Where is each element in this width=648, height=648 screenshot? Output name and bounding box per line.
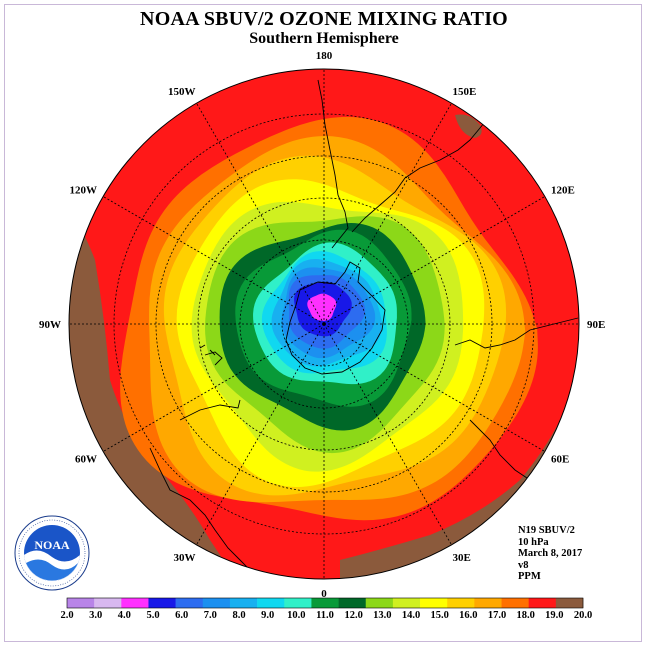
- colorbar-label-4-0: 4.0: [118, 610, 131, 621]
- longitude-label-90e: 90E: [587, 319, 605, 331]
- colorbar-label-19-0: 19.0: [545, 610, 563, 621]
- colorbar-swatch-9: [284, 598, 312, 608]
- colorbar-swatch-10: [311, 598, 339, 608]
- colorbar-outline: [66, 597, 584, 609]
- colorbar-label-13-0: 13.0: [373, 610, 391, 621]
- colorbar-swatch-19: [555, 598, 584, 608]
- longitude-label-120w: 120W: [70, 185, 98, 197]
- coastline-africa: [454, 317, 579, 481]
- map-disc-outline: [68, 68, 580, 580]
- figure-frame: [4, 4, 642, 642]
- meridian-line-150e: [323, 102, 452, 325]
- colorbar-swatch-14: [420, 598, 448, 608]
- meridian-line-30w: [196, 323, 325, 546]
- colorbar-label-14-0: 14.0: [402, 610, 420, 621]
- longitude-label-0: 0: [321, 588, 327, 600]
- pressure-label: 10 hPa: [518, 536, 549, 548]
- meridian-line-60e: [323, 323, 546, 452]
- longitude-label-120e: 120E: [551, 185, 575, 197]
- colorbar-swatch-7: [229, 598, 258, 608]
- longitude-label-60e: 60E: [551, 454, 569, 466]
- meridian-line-120e: [323, 196, 546, 325]
- contour-band-4: [307, 293, 337, 321]
- longitude-label-90w: 90W: [39, 319, 61, 331]
- coastline-south-america: [317, 79, 489, 249]
- colorbar-label-7-0: 7.0: [204, 610, 217, 621]
- colorbar-label-18-0: 18.0: [517, 610, 535, 621]
- meridian-line-150w: [196, 102, 325, 325]
- colorbar-label-5-0: 5.0: [146, 610, 159, 621]
- longitude-label-180: 180: [316, 50, 333, 62]
- info-block: N19 SBUV/2 10 hPa March 8, 2017 v8 PPM: [518, 525, 582, 583]
- map-title: NOAA SBUV/2 OZONE MIXING RATIO: [140, 8, 508, 30]
- noaa-logo-text: NOAA: [34, 538, 70, 552]
- meridian-line-60w: [102, 323, 325, 452]
- colorbar-label-20-0: 20.0: [574, 610, 592, 621]
- colorbar-swatch-8: [257, 598, 285, 608]
- colorbar-label-12-0: 12.0: [345, 610, 363, 621]
- noaa-logo: NOAA: [14, 515, 90, 591]
- colorbar-swatch-6: [202, 598, 231, 608]
- colorbar-label-15-0: 15.0: [431, 610, 449, 621]
- coastline-new-zealand: [199, 344, 223, 366]
- colorbar-label-16-0: 16.0: [459, 610, 477, 621]
- edge-region-east-island: [455, 114, 482, 138]
- colorbar-swatch-12: [365, 598, 394, 608]
- coastline-antarctica: [285, 261, 386, 375]
- colorbar-label-10-0: 10.0: [287, 610, 305, 621]
- date-label: March 8, 2017: [518, 548, 583, 559]
- colorbar-swatch-5: [175, 598, 204, 608]
- colorbar-label-9-0: 9.0: [261, 610, 274, 621]
- colorbar-label-2-0: 2.0: [60, 610, 73, 621]
- meridian-line-30e: [323, 323, 452, 546]
- colorbar-swatch-11: [338, 598, 367, 608]
- colorbar-label-11-0: 11.0: [316, 610, 334, 621]
- colorbar-swatch-4: [148, 598, 176, 608]
- colorbar-label-3-0: 3.0: [89, 610, 102, 621]
- colorbar-swatch-15: [447, 598, 475, 608]
- satellite-label: N19 SBUV/2: [518, 525, 575, 536]
- version-label: v8: [518, 559, 529, 571]
- colorbar-swatch-13: [392, 598, 421, 608]
- map-subtitle: Southern Hemisphere: [249, 30, 399, 47]
- longitude-label-30e: 30E: [453, 552, 471, 564]
- longitude-label-30w: 30W: [174, 552, 196, 564]
- colorbar-swatch-18: [528, 598, 557, 608]
- colorbar-swatch-3: [121, 598, 149, 608]
- colorbar-label-8-0: 8.0: [232, 610, 245, 621]
- longitude-label-150e: 150E: [453, 86, 477, 98]
- colorbar-swatch-1: [67, 598, 95, 608]
- meridian-line-120w: [102, 196, 325, 325]
- colorbar-swatch-16: [474, 598, 502, 608]
- colorbar-label-6-0: 6.0: [175, 610, 188, 621]
- longitude-label-60w: 60W: [75, 454, 97, 466]
- colorbar-label-17-0: 17.0: [488, 610, 506, 621]
- colorbar-swatch-2: [94, 598, 122, 608]
- units-label: PPM: [518, 571, 541, 582]
- colorbar-swatch-17: [501, 598, 529, 608]
- longitude-label-150w: 150W: [168, 86, 196, 98]
